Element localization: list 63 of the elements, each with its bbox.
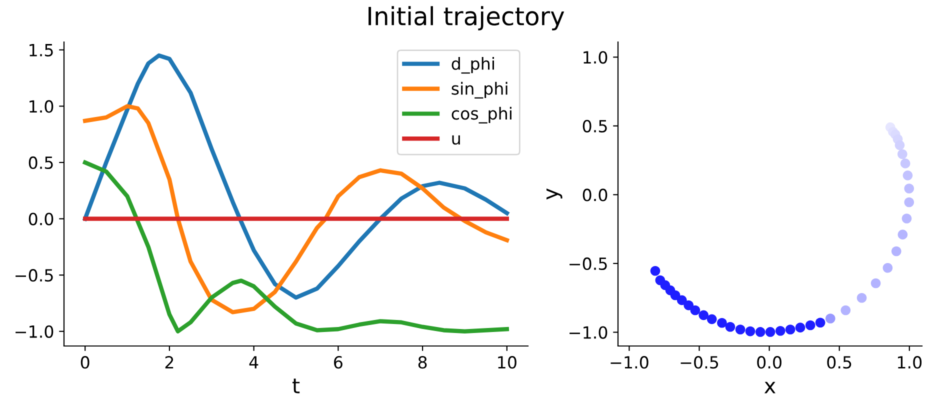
x-tick-label: 8 <box>418 356 427 369</box>
point <box>698 310 709 320</box>
point <box>650 266 660 276</box>
x-axis-title: x <box>764 382 776 394</box>
y-tick-label: 1.5 <box>30 44 53 56</box>
y-tick-label: 0.5 <box>28 156 53 170</box>
point <box>898 230 908 240</box>
point <box>735 324 746 334</box>
x-tick-label: 2 <box>165 356 174 368</box>
legend-label: d_phi <box>452 57 494 74</box>
x-tick-label: 0.0 <box>757 356 782 369</box>
chart-title: Initial trajectory <box>368 6 564 30</box>
y-tick-label: −0.5 <box>16 269 53 282</box>
point <box>775 326 786 336</box>
legend-label: cos_phi <box>452 106 512 124</box>
point <box>856 292 867 303</box>
y-tick-label: −0.5 <box>570 257 607 270</box>
legend-label: sin_phi <box>452 82 508 99</box>
x-tick-label: 6 <box>334 356 342 369</box>
x-tick-label: 0.5 <box>827 356 852 369</box>
y-tick-label: 0.0 <box>582 188 608 202</box>
x-tick-label: −1.0 <box>610 356 648 369</box>
point <box>902 170 913 180</box>
x-tick-label: −0.5 <box>680 356 718 369</box>
y-tick-label: −1.0 <box>570 326 608 339</box>
x-tick-label: 10 <box>498 356 516 369</box>
point <box>725 322 736 332</box>
x-axis-title: t <box>292 378 300 394</box>
point <box>805 320 816 330</box>
point <box>655 275 666 286</box>
point <box>706 314 717 324</box>
point <box>690 305 700 316</box>
legend-label: u <box>452 135 460 145</box>
point <box>882 262 893 273</box>
point <box>785 324 796 334</box>
point <box>684 300 694 310</box>
y-tick-label: −1.0 <box>16 325 54 338</box>
point <box>904 184 914 194</box>
y-tick-label: 0.0 <box>28 212 54 226</box>
x-tick-label: 0 <box>80 356 90 369</box>
point <box>795 322 806 332</box>
line-series <box>83 160 509 334</box>
point <box>904 197 914 208</box>
point <box>825 314 836 324</box>
point <box>717 318 727 328</box>
point <box>755 327 766 337</box>
point <box>897 149 908 160</box>
y-tick-label: 1.0 <box>30 100 54 113</box>
y-tick-label: 0.5 <box>582 120 607 132</box>
x-tick-label: 4 <box>249 356 258 368</box>
point <box>900 158 910 168</box>
point <box>891 246 902 256</box>
point <box>894 140 905 150</box>
point <box>815 318 826 328</box>
point <box>765 327 776 337</box>
point <box>676 295 687 306</box>
point <box>840 305 851 316</box>
y-axis-title: y <box>546 188 562 200</box>
point <box>870 278 881 288</box>
y-tick-label: 1.0 <box>584 51 608 64</box>
point <box>902 214 912 224</box>
x-tick-label: 1.0 <box>898 356 922 369</box>
point <box>745 326 756 336</box>
